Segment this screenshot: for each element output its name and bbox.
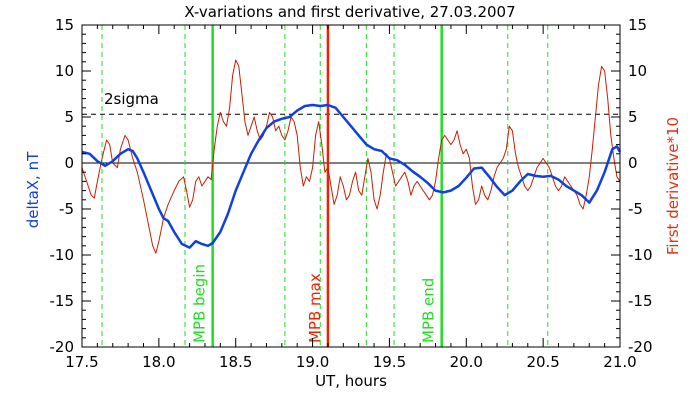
chart-title: X-variations and first derivative, 27.03… bbox=[184, 3, 515, 21]
x-tick-label: 19.0 bbox=[296, 353, 329, 371]
x-tick-label: 17.5 bbox=[65, 353, 98, 371]
derivative-series-line bbox=[81, 59, 621, 254]
y-tick-label-left: -20 bbox=[50, 338, 75, 356]
plot-frame bbox=[81, 24, 621, 348]
y-tick-label-right: 10 bbox=[628, 62, 647, 80]
y-axis-label-left: deltaX, nT bbox=[24, 151, 42, 228]
y-tick-label-right: 0 bbox=[628, 154, 638, 172]
series-group bbox=[81, 59, 622, 254]
x-tick-label: 19.5 bbox=[373, 353, 406, 371]
y-tick-label-left: -5 bbox=[59, 200, 74, 218]
y-tick-label-left: 0 bbox=[64, 154, 74, 172]
x-tick-label: 21.0 bbox=[603, 353, 636, 371]
axis-ticks: 17.5 18.0 18.5 19.0 19.5 20.0 20.5 21.0 15 15 10 10… bbox=[50, 16, 653, 371]
y-tick-label-left: 5 bbox=[64, 108, 74, 126]
x-tick-label: 20.5 bbox=[526, 353, 559, 371]
x-axis-label: UT, hours bbox=[315, 372, 387, 390]
y-axis-label-right: First derivative*10 bbox=[664, 117, 682, 255]
y-tick-label-left: -10 bbox=[50, 246, 75, 264]
x-tick-label: 18.0 bbox=[142, 353, 175, 371]
x-tick-label: 18.5 bbox=[219, 353, 252, 371]
x-tick-label: 20.0 bbox=[450, 353, 483, 371]
event-markers: MPB begin MPB max MPB end bbox=[191, 25, 443, 347]
event-marker-label: MPB max bbox=[306, 273, 324, 343]
y-tick-label-right: -10 bbox=[628, 246, 653, 264]
deltax-series-line bbox=[81, 103, 622, 249]
y-tick-label-right: 15 bbox=[628, 16, 647, 34]
y-tick-label-left: 10 bbox=[55, 62, 74, 80]
y-tick-label-right: -15 bbox=[628, 292, 653, 310]
event-marker-label: MPB end bbox=[420, 278, 438, 343]
grid-lines bbox=[82, 25, 620, 347]
y-tick-label-right: 5 bbox=[628, 108, 638, 126]
y-tick-label-left: -15 bbox=[50, 292, 75, 310]
event-marker-label: MPB begin bbox=[191, 264, 209, 343]
y-tick-label-left: 15 bbox=[55, 16, 74, 34]
y-tick-label-right: -5 bbox=[628, 200, 643, 218]
threshold-label: 2sigma bbox=[104, 90, 159, 108]
y-tick-label-right: -20 bbox=[628, 338, 653, 356]
